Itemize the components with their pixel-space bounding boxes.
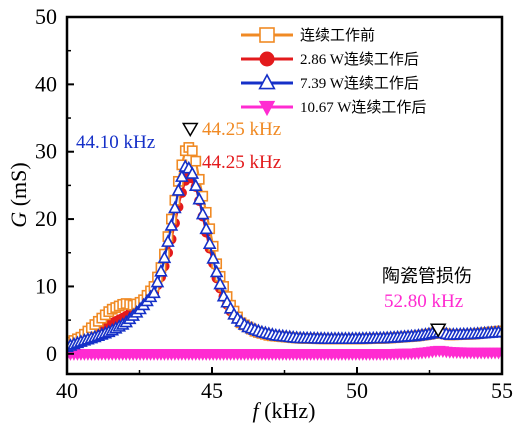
data-point (154, 263, 168, 277)
peak-marker-0 (181, 122, 199, 137)
x-tick-label: 40 (56, 378, 78, 403)
series-3 (67, 345, 502, 361)
data-point (185, 166, 200, 179)
annotation-1: 44.25 kHz (202, 119, 281, 140)
legend-label-3: 10.67 W连续工作后 (300, 99, 426, 116)
legend-label-0: 连续工作前 (300, 27, 375, 44)
annotation-0: 44.10 kHz (76, 132, 155, 153)
y-axis-title: G (mS) (6, 162, 31, 227)
data-point (209, 264, 224, 278)
data-point (157, 250, 172, 264)
x-tick-label: 45 (201, 378, 223, 403)
axis-ticks: 40 45 50 55 0 10 20 30 40 50 (35, 4, 513, 403)
data-point (171, 183, 186, 196)
data-point (202, 236, 217, 249)
data-point (199, 221, 213, 235)
data-point (190, 155, 202, 167)
y-tick-label: 20 (35, 206, 57, 231)
data-point (147, 285, 161, 299)
data-point (161, 234, 175, 247)
data-point (188, 178, 203, 192)
legend-label-1: 2.86 W连续工作后 (300, 51, 419, 68)
y-tick-label: 10 (35, 273, 57, 298)
data-point (495, 347, 502, 360)
legend-marker-3 (258, 100, 276, 117)
y-tick-label: 0 (46, 341, 57, 366)
legend-marker-0 (259, 27, 275, 43)
plot-area (67, 142, 502, 361)
data-point (213, 276, 227, 290)
legend: 连续工作前 2.86 W连续工作后 7.39 W连续工作后 10.67 W连续工作后 (241, 27, 426, 117)
series-2 (67, 159, 502, 353)
peak-marker-1 (429, 323, 447, 338)
legend-marker-1 (259, 51, 275, 67)
data-point (186, 145, 198, 157)
annotation-4: 52.80 kHz (384, 291, 463, 312)
data-point (195, 206, 210, 220)
y-tick-label: 50 (35, 4, 57, 29)
y-tick-label: 30 (35, 139, 57, 164)
data-point (206, 251, 220, 264)
data-point (164, 218, 179, 231)
x-tick-label: 55 (491, 378, 513, 403)
annotation-2: 44.25 kHz (202, 152, 281, 173)
x-tick-label: 50 (346, 378, 368, 403)
annotation-3: 陶瓷管损伤 (382, 266, 472, 287)
y-tick-label: 40 (35, 71, 57, 96)
legend-label-2: 7.39 W连续工作后 (300, 75, 419, 92)
data-point (175, 169, 189, 182)
data-point (192, 191, 207, 205)
data-point (168, 200, 182, 214)
annotations: 44.10 kHz 44.25 kHz 44.25 kHz 陶瓷管损伤 52.80 kH… (76, 119, 472, 338)
data-point (495, 324, 502, 338)
legend-marker-2 (258, 73, 276, 90)
x-axis-title: f (kHz) (253, 398, 316, 423)
data-point (150, 274, 165, 288)
